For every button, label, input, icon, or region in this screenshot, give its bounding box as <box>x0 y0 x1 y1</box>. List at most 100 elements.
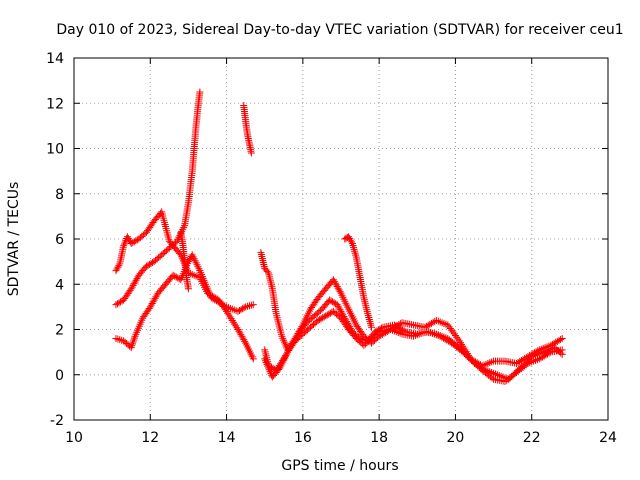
data-point <box>522 361 530 369</box>
data-point <box>226 313 234 321</box>
data-point <box>261 355 269 363</box>
data-point <box>444 321 452 329</box>
chart-title: Day 010 of 2023, Sidereal Day-to-day VTE… <box>56 22 623 38</box>
data-point <box>329 298 337 306</box>
y-tick-label: 0 <box>55 368 64 384</box>
y-tick-label: 14 <box>46 51 64 67</box>
data-point <box>325 310 333 318</box>
data-point <box>129 239 137 247</box>
data-point <box>323 311 331 319</box>
data-point <box>231 320 239 328</box>
data-point <box>446 324 454 332</box>
series-track-5 <box>240 102 255 157</box>
data-point <box>456 339 464 347</box>
data-point <box>330 299 338 307</box>
series-track-1 <box>112 88 204 309</box>
data-point <box>265 364 273 372</box>
y-tick-label: 8 <box>55 187 64 203</box>
data-point <box>196 88 204 96</box>
y-axis-label: SDTVAR / TECUs <box>6 182 22 297</box>
data-point <box>454 335 462 343</box>
data-point <box>120 240 128 248</box>
data-point <box>263 267 271 275</box>
data-point <box>132 237 140 245</box>
data-point <box>233 324 241 332</box>
data-point <box>225 311 233 319</box>
data-point <box>115 299 123 307</box>
data-point <box>314 316 322 324</box>
data-point <box>184 285 192 293</box>
data-point <box>120 242 128 250</box>
x-tick-label: 12 <box>141 430 159 446</box>
data-point <box>455 337 463 345</box>
x-tick-label: 24 <box>599 430 617 446</box>
data-point <box>146 260 154 268</box>
x-tick-label: 10 <box>65 430 83 446</box>
series-track-4 <box>177 228 192 293</box>
data-point <box>147 259 155 267</box>
data-point <box>449 328 457 336</box>
data-point <box>127 240 135 248</box>
data-point <box>130 238 138 246</box>
data-point <box>317 315 325 323</box>
data-point <box>169 271 177 279</box>
data-point <box>115 262 123 270</box>
data-point <box>448 326 456 334</box>
x-tick-label: 16 <box>294 430 312 446</box>
data-point <box>227 315 235 323</box>
y-tick-label: 4 <box>55 277 64 293</box>
data-point <box>453 333 461 341</box>
data-point <box>224 309 232 317</box>
data-point <box>241 337 249 345</box>
y-tick-label: 12 <box>46 96 64 112</box>
data-point <box>232 322 240 330</box>
data-point <box>261 357 269 365</box>
data-point <box>265 366 273 374</box>
data-point <box>264 362 272 370</box>
series-track-3 <box>112 251 257 352</box>
data-point <box>327 297 335 305</box>
y-tick-label: 6 <box>55 232 64 248</box>
data-point <box>249 301 257 309</box>
data-point <box>236 306 244 314</box>
data-point <box>450 330 458 338</box>
series-track-8 <box>261 307 566 386</box>
data-point <box>266 368 274 376</box>
data-point <box>234 307 242 315</box>
data-point <box>144 261 152 269</box>
data-point <box>221 302 229 310</box>
series-track-2 <box>112 208 257 363</box>
plot-area <box>112 88 566 386</box>
data-point <box>171 272 179 280</box>
data-point <box>240 304 248 312</box>
data-point <box>262 359 270 367</box>
data-point <box>316 316 324 324</box>
data-point <box>326 296 334 304</box>
data-point <box>319 314 327 322</box>
data-point <box>368 323 376 331</box>
data-point <box>557 336 565 344</box>
plot-frame <box>73 57 609 421</box>
data-point <box>263 360 271 368</box>
data-point <box>228 316 236 324</box>
x-tick-label: 14 <box>218 430 236 446</box>
data-point <box>117 298 125 306</box>
data-point <box>113 300 121 308</box>
data-point <box>237 306 245 314</box>
data-point <box>445 323 453 331</box>
x-tick-label: 22 <box>523 430 541 446</box>
series-track-6 <box>257 249 566 370</box>
data-point <box>347 238 355 246</box>
data-point <box>247 149 255 157</box>
data-point <box>239 305 247 313</box>
data-point <box>374 329 382 337</box>
x-tick-label: 18 <box>370 430 388 446</box>
data-point <box>488 374 496 382</box>
data-point <box>112 301 120 309</box>
series-track-9 <box>341 233 376 331</box>
x-tick-label: 20 <box>447 430 465 446</box>
y-tick-label: 10 <box>46 142 64 158</box>
data-point <box>451 332 459 340</box>
